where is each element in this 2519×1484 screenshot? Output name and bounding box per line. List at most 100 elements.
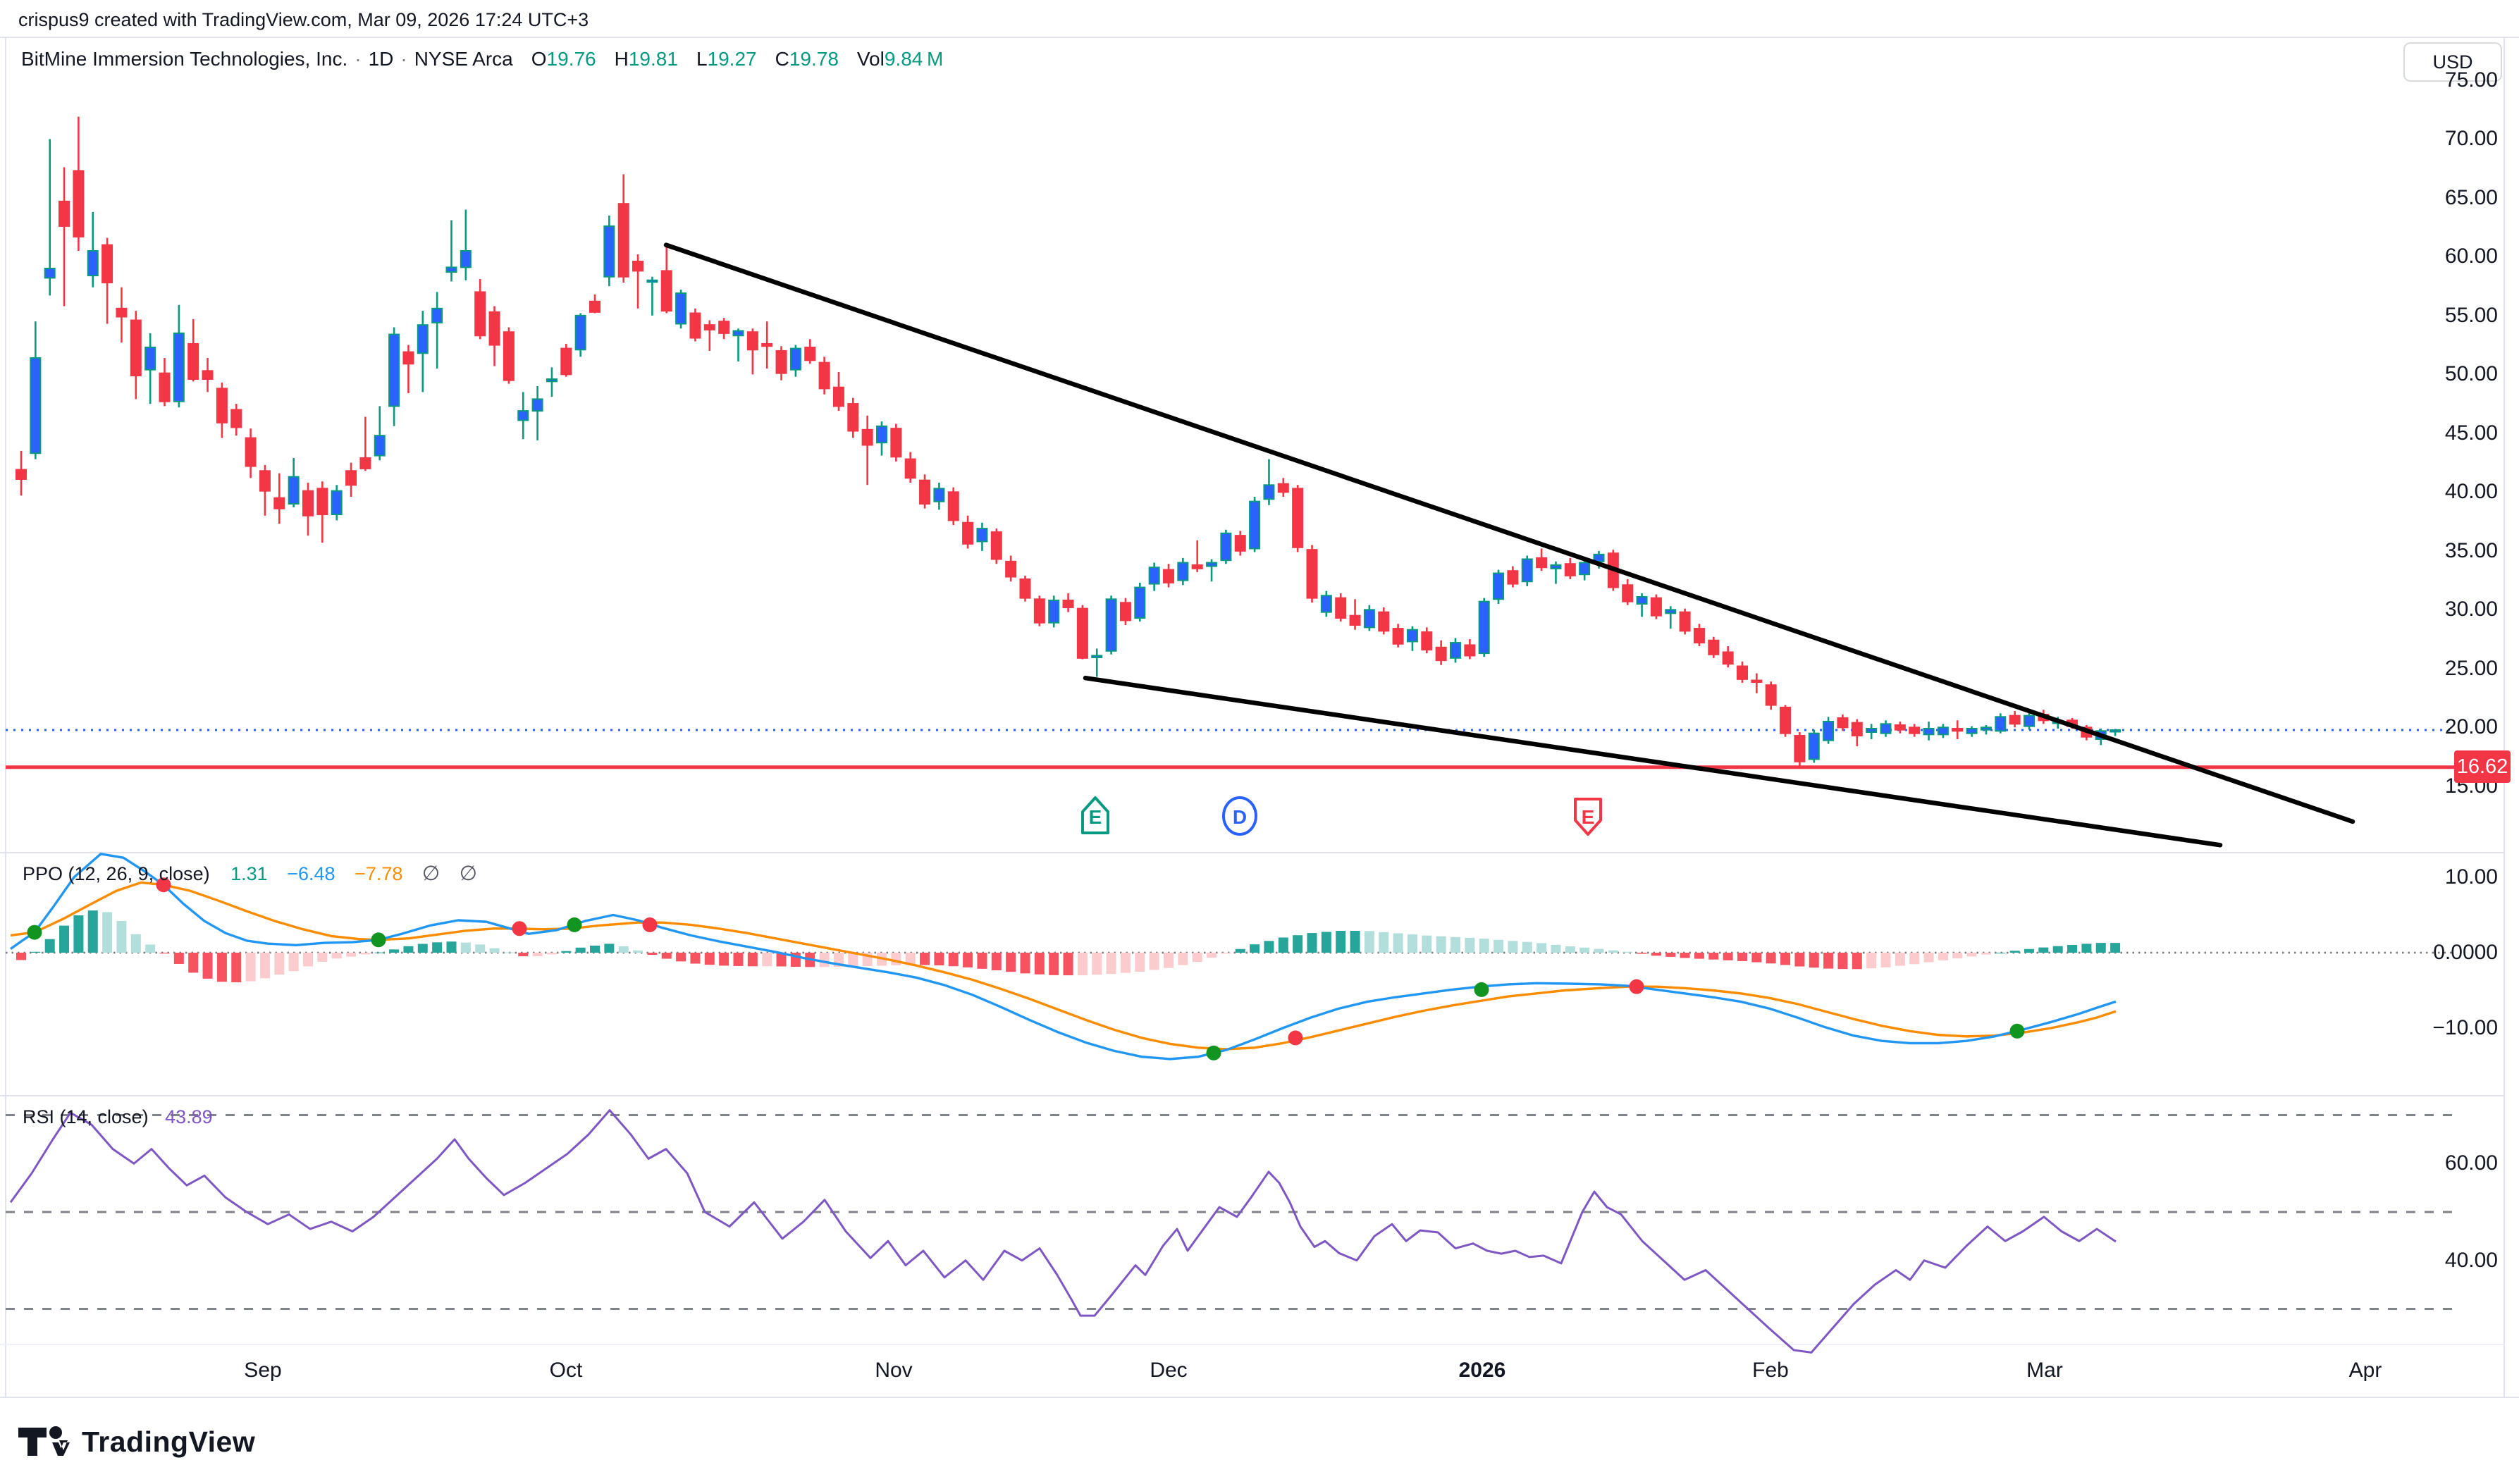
candle-body <box>574 314 586 351</box>
candle-body <box>1292 488 1304 548</box>
rsi-axis-label: 60.00 <box>2444 1151 2498 1175</box>
candle-body <box>1708 639 1720 655</box>
ppo-histogram-bar <box>1321 932 1331 953</box>
ppo-label[interactable]: PPO (12, 26, 9, close) <box>23 863 210 884</box>
candle-body <box>1564 563 1576 576</box>
ppo-histogram-bar <box>1895 953 1905 966</box>
ppo-histogram-bar <box>317 953 328 962</box>
symbol-interval[interactable]: 1D <box>368 48 394 70</box>
ppo-histogram-bar <box>747 953 758 967</box>
symbol-legend[interactable]: BitMine Immersion Technologies, Inc. · 1D ·… <box>21 48 943 70</box>
candle-body <box>87 249 99 277</box>
candle-body <box>861 428 873 446</box>
ppo-histogram-bar <box>188 953 199 973</box>
earnings-up-marker[interactable]: E <box>1081 796 1109 834</box>
candles-layer <box>16 116 2121 767</box>
price-axis-label: 25.00 <box>2444 656 2498 680</box>
symbol-title[interactable]: BitMine Immersion Technologies, Inc. <box>21 48 348 70</box>
candle-body <box>1105 598 1117 652</box>
tradingview-logo[interactable]: TradingView <box>17 1422 255 1461</box>
time-axis-label-feb: Feb <box>1752 1359 1789 1382</box>
ppo-signal-value: −7.78 <box>355 863 403 884</box>
candle-body <box>1392 628 1404 645</box>
candle-body <box>1923 727 1935 736</box>
candle-body <box>1579 562 1591 576</box>
candle-body <box>1263 484 1275 500</box>
ppo-cross-down-dot <box>512 921 527 936</box>
ppo-histogram-bar <box>288 953 299 972</box>
rsi-legend[interactable]: RSI (14, close) 43.89 <box>23 1106 213 1128</box>
candle-body <box>488 311 500 346</box>
trendline-upper[interactable] <box>663 242 2355 824</box>
rsi-value: 43.89 <box>165 1106 213 1127</box>
candle-body <box>1794 735 1806 762</box>
ppo-histogram-bar <box>145 944 156 953</box>
candle-body <box>1349 614 1361 626</box>
price-axis[interactable]: 75.00 70.00 65.00 60.00 55.00 50.00 45.00 40.00… <box>2432 0 2519 1484</box>
candle-body <box>1277 483 1289 493</box>
candle-body <box>1378 611 1390 632</box>
ppo-histogram-bar <box>1608 950 1618 953</box>
candle-body <box>1550 564 1562 569</box>
candle-body <box>890 428 902 458</box>
ppo-legend[interactable]: PPO (12, 26, 9, close) 1.31 −6.48 −7.78 … <box>23 861 477 886</box>
ppo-histogram-bar <box>1565 946 1575 953</box>
candle-body <box>1306 549 1318 599</box>
trendline-lower[interactable] <box>1083 675 2223 848</box>
candle-body <box>173 332 185 402</box>
ppo-histogram-bar <box>1293 935 1303 953</box>
candle-body <box>1421 631 1433 651</box>
time-axis-label-oct: Oct <box>549 1359 583 1382</box>
ppo-histogram-bar <box>704 953 715 965</box>
candle-body <box>718 321 730 334</box>
price-axis-label: 65.00 <box>2444 185 2498 209</box>
candle-body <box>1665 609 1677 614</box>
ppo-histogram-bar <box>475 944 486 953</box>
ppo-histogram-bar <box>503 952 514 953</box>
candle-body <box>302 490 314 517</box>
ppo-histogram-bar <box>1622 951 1633 953</box>
ppo-histogram-bar <box>1207 953 1217 958</box>
earnings-down-marker[interactable]: E <box>1574 798 1602 836</box>
candle-body <box>646 279 658 283</box>
candle-body <box>2110 729 2121 733</box>
ppo-histogram-bar <box>1852 953 1862 970</box>
candle-body <box>1493 572 1505 600</box>
candle-body <box>847 403 859 432</box>
ppo-histogram-bar <box>346 953 357 957</box>
ppo-histogram-bar <box>1551 944 1561 953</box>
rsi-label[interactable]: RSI (14, close) <box>23 1106 149 1127</box>
candle-body <box>990 531 1002 560</box>
ppo-main-line <box>10 853 2117 1061</box>
candle-body <box>2024 715 2035 727</box>
ppo-histogram-bar <box>905 953 916 965</box>
candle-body <box>1823 720 1835 741</box>
marker-letter: E <box>1582 806 1595 828</box>
candle-body <box>259 470 271 492</box>
ppo-histogram-bar <box>618 946 629 953</box>
dividend-marker[interactable]: D <box>1222 796 1257 836</box>
ppo-histogram-bar <box>819 953 830 967</box>
candle-body <box>1966 727 1978 734</box>
ppo-histogram-bar <box>963 953 973 967</box>
ohlc-field-h: H19.81 <box>614 48 678 70</box>
ppo-disabled-icon[interactable]: ∅ <box>459 862 477 885</box>
rsi-axis-label: 40.00 <box>2444 1248 2498 1272</box>
ppo-histogram-bar <box>2009 951 2020 953</box>
candle-body <box>1636 595 1648 605</box>
price-axis-label: 30.00 <box>2444 598 2498 622</box>
ppo-histogram-bar <box>1866 953 1877 969</box>
time-axis-label-sep: Sep <box>244 1359 282 1382</box>
candle-body <box>30 357 42 455</box>
ppo-histogram-bar <box>1594 948 1604 953</box>
ppo-disabled-icon[interactable]: ∅ <box>421 862 441 885</box>
candle-body <box>1464 644 1476 657</box>
candle-body <box>603 225 615 278</box>
ppo-histogram-bar <box>1737 953 1747 961</box>
currency-toggle-button[interactable]: USD <box>2403 42 2502 82</box>
ppo-histogram-bar <box>1264 941 1274 953</box>
price-line-tag[interactable]: 16.62 <box>2454 750 2511 783</box>
ppo-histogram-bar <box>590 945 600 953</box>
ppo-histogram-bar <box>389 949 400 953</box>
